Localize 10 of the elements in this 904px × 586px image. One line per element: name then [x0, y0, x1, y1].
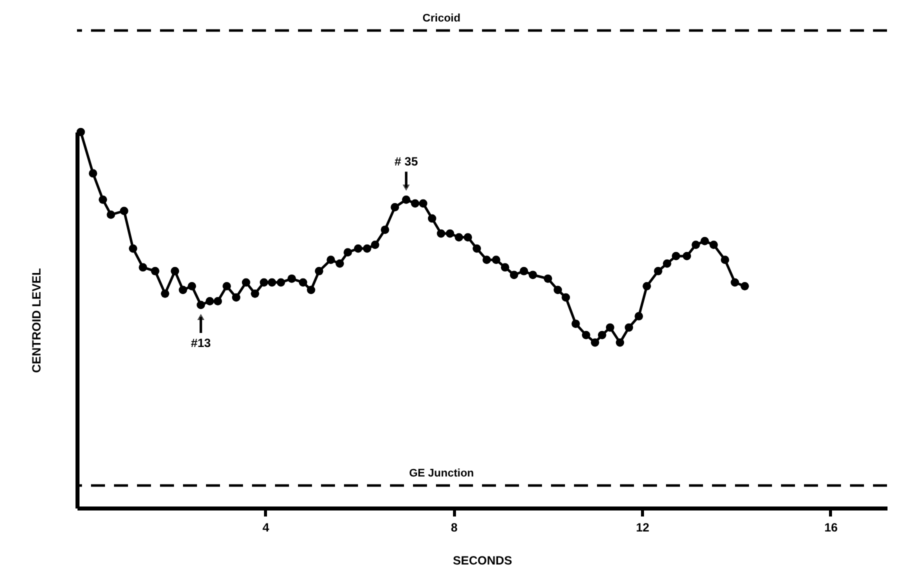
y-axis-title: CENTROID LEVEL — [30, 268, 44, 373]
x-tick-label: 12 — [636, 520, 650, 534]
annotation: # 35 — [394, 154, 418, 169]
ref-line-label: GE Junction — [409, 467, 474, 480]
x-tick-label: 16 — [824, 520, 838, 534]
x-tick-label: 4 — [262, 520, 270, 534]
ref-line-label: Cricoid — [422, 12, 460, 24]
x-tick-label: 8 — [450, 520, 458, 534]
x-axis-title: SECONDS — [452, 554, 512, 568]
annotation: #13 — [190, 336, 212, 350]
